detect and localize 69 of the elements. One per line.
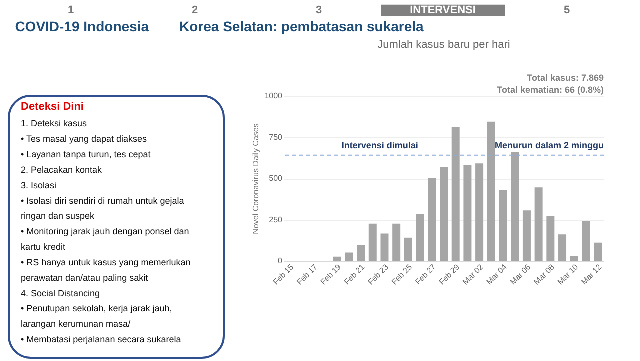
y-tick-label: 500	[269, 174, 284, 183]
annotation: Menurun dalam 2 minggu	[494, 140, 604, 150]
y-tick-label: 1000	[264, 92, 284, 100]
x-tick-label: Feb 29	[438, 262, 462, 287]
text: ringan dan suspek	[21, 211, 96, 222]
text: 1. Deteksi kasus	[21, 118, 88, 129]
y-axis-title: Novel Coronavirus Daily Cases	[252, 124, 261, 234]
text: 1	[68, 4, 74, 17]
x-tick-label: Feb 23	[366, 262, 391, 287]
bar	[534, 188, 543, 261]
x-tick-label: Mar 02	[461, 262, 486, 287]
text: kartu kredit	[21, 242, 66, 252]
bar	[368, 224, 377, 261]
bar	[499, 190, 508, 261]
text: perawatan dan/atau paling sakit	[21, 272, 149, 283]
bar	[440, 166, 448, 261]
text: INTERVENSI	[410, 4, 476, 17]
text: 2	[192, 4, 198, 17]
text: Deteksi Dini	[21, 100, 84, 113]
bar	[380, 234, 389, 261]
bar	[452, 127, 460, 261]
text: • Monitoring jarak jauh dengan ponsel dan	[21, 226, 190, 237]
x-tick-label: Mar 12	[580, 262, 604, 287]
text: • Isolasi diri sendiri di rumah untuk gejala	[21, 196, 184, 206]
text: Total kematian: 66 (0.8%)	[497, 85, 604, 95]
x-tick-label: Feb 17	[295, 262, 320, 287]
bar	[511, 152, 520, 261]
text: Total kasus: 7.869	[527, 73, 604, 83]
y-tick-label: 250	[269, 215, 284, 224]
bar	[464, 165, 472, 261]
x-tick-label: Feb 27	[414, 262, 438, 287]
text: 3. Isolasi	[21, 180, 57, 190]
text: 5	[564, 4, 570, 17]
bar	[345, 252, 354, 261]
annotation: Intervensi dimulai	[342, 140, 418, 150]
text: 4. Social Distancing	[21, 288, 100, 298]
text: 2. Pelacakan kontak	[21, 164, 103, 175]
bar	[404, 238, 412, 261]
x-tick-label: Feb 25	[390, 262, 414, 287]
bar	[522, 210, 531, 261]
x-tick-label: Mar 08	[532, 262, 557, 287]
bar	[582, 221, 590, 261]
x-tick-label: Mar 10	[556, 262, 580, 287]
bar	[333, 256, 342, 261]
bar	[428, 178, 436, 261]
text: • Layanan tanpa turun, tes cepat	[21, 150, 152, 160]
bar	[594, 242, 602, 261]
x-tick-label: Feb 21	[342, 262, 368, 287]
bar	[487, 122, 496, 261]
bar	[416, 214, 424, 261]
y-tick-label: 750	[269, 132, 284, 142]
text: Korea Selatan: pembatasan sukarela	[180, 18, 424, 34]
x-tick-label: Mar 06	[508, 262, 534, 287]
text: larangan kerumunan masa/	[21, 319, 132, 330]
text: COVID-19 Indonesia	[15, 18, 150, 34]
bar	[570, 256, 578, 261]
bar	[558, 234, 567, 261]
bar	[546, 216, 555, 261]
text: • RS hanya untuk kasus yang memerlukan	[21, 257, 191, 268]
text: • Tes masal yang dapat diakses	[21, 134, 148, 144]
text: 3	[316, 4, 322, 17]
bar	[357, 245, 366, 261]
bar	[392, 224, 401, 261]
text: • Penutupan sekolah, kerja jarak jauh,	[21, 304, 172, 314]
x-tick-label: Mar 04	[484, 262, 510, 287]
text: • Membatasi perjalanan secara sukarela	[21, 334, 182, 345]
bar	[476, 164, 484, 261]
x-tick-label: Feb 19	[319, 262, 344, 287]
chart-title: Jumlah kasus baru per hari	[378, 39, 510, 51]
